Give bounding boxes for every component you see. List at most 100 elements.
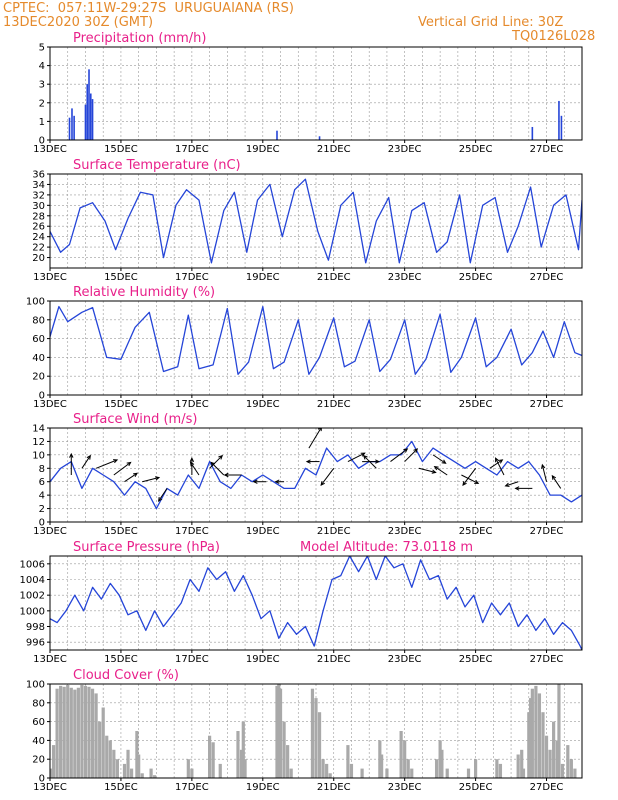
wind-arrow bbox=[461, 474, 480, 484]
wind-arrow bbox=[189, 457, 195, 475]
bar bbox=[530, 688, 534, 778]
bar bbox=[140, 773, 144, 778]
bar bbox=[410, 768, 414, 778]
bar bbox=[548, 749, 552, 778]
bar bbox=[289, 768, 293, 778]
bar bbox=[275, 685, 279, 778]
bar bbox=[317, 712, 322, 778]
x-tick-label: 15DEC bbox=[104, 144, 138, 155]
y-tick-label: 22 bbox=[32, 243, 45, 254]
panel-frame bbox=[49, 683, 583, 779]
x-tick-label: 21DEC bbox=[317, 654, 351, 665]
bar bbox=[495, 759, 499, 778]
y-tick-label: 32 bbox=[32, 190, 45, 201]
bar bbox=[90, 688, 95, 778]
bar bbox=[69, 687, 73, 778]
y-tick-label: 26 bbox=[32, 222, 45, 233]
y-tick-label: 20 bbox=[32, 253, 45, 264]
wind-arrow bbox=[209, 454, 224, 469]
wind-arrow bbox=[274, 479, 285, 484]
panel-frame bbox=[49, 427, 583, 523]
wind-arrow bbox=[95, 459, 119, 469]
wind-arrow bbox=[362, 454, 377, 469]
y-tick-label: 100 bbox=[26, 680, 45, 691]
bar bbox=[236, 731, 240, 778]
bar bbox=[89, 93, 92, 140]
x-tick-label: 15DEC bbox=[104, 399, 138, 410]
panel-press: 13DEC 15DEC 17DEC 19DEC 21DEC 23DEC 25DEC 27DEC… bbox=[20, 540, 583, 665]
panel-rh: 13DEC 15DEC 17DEC 19DEC 21DEC 23DEC 25DEC 27DEC… bbox=[26, 285, 583, 410]
bar bbox=[328, 773, 332, 778]
y-tick-label: 996 bbox=[26, 638, 45, 649]
x-tick-label: 23DEC bbox=[388, 272, 422, 283]
bar bbox=[537, 693, 542, 778]
bar bbox=[73, 689, 77, 778]
bar bbox=[534, 685, 538, 778]
bar bbox=[310, 688, 315, 778]
x-tick-label: 23DEC bbox=[388, 526, 422, 537]
y-tick-label: 6 bbox=[39, 477, 45, 488]
wind-arrow bbox=[305, 459, 320, 464]
bar bbox=[445, 768, 449, 778]
x-tick-label: 25DEC bbox=[459, 399, 493, 410]
panel-precip: 13DEC 15DEC 17DEC 19DEC 21DEC 23DEC 25DEC 27DEC… bbox=[33, 31, 583, 155]
y-tick-label: 0 bbox=[39, 391, 45, 402]
bar bbox=[137, 754, 141, 778]
bar bbox=[314, 698, 318, 778]
x-tick-label: 23DEC bbox=[388, 782, 422, 793]
data-cloud bbox=[50, 684, 577, 778]
wind-arrow bbox=[541, 463, 548, 482]
x-tick-label: 13DEC bbox=[33, 399, 67, 410]
y-tick-label: 14 bbox=[32, 424, 45, 435]
series-line bbox=[50, 556, 582, 650]
panel-title: Surface Temperature (nC) bbox=[73, 158, 241, 173]
bar bbox=[149, 768, 153, 778]
panel-title: Precipitation (mm/h) bbox=[73, 31, 206, 46]
bar bbox=[50, 768, 54, 778]
bar bbox=[88, 69, 90, 140]
panel-cloud: 13DEC 15DEC 17DEC 19DEC 21DEC 23DEC 25DEC 27DEC… bbox=[26, 668, 583, 793]
y-tick-label: 1006 bbox=[20, 559, 45, 570]
y-tick-label: 12 bbox=[32, 437, 45, 448]
bar bbox=[55, 688, 59, 778]
x-tick-label: 19DEC bbox=[246, 654, 280, 665]
bar bbox=[83, 685, 88, 778]
bar bbox=[98, 721, 102, 778]
x-tick-label: 17DEC bbox=[175, 654, 209, 665]
bar bbox=[555, 740, 559, 778]
y-tick-label: 4 bbox=[39, 491, 45, 502]
y-tick-label: 10 bbox=[32, 450, 45, 461]
bar bbox=[211, 742, 215, 778]
wind-arrow bbox=[320, 467, 335, 487]
x-tick-label: 19DEC bbox=[246, 272, 280, 283]
bar bbox=[325, 763, 329, 778]
y-tick-label: 2 bbox=[39, 504, 45, 515]
x-tick-label: 27DEC bbox=[530, 654, 564, 665]
x-tick-label: 25DEC bbox=[459, 782, 493, 793]
bar bbox=[438, 740, 442, 778]
x-tick-label: 13DEC bbox=[33, 272, 67, 283]
wind-arrow bbox=[158, 488, 168, 502]
bar bbox=[84, 104, 87, 140]
bar bbox=[282, 721, 286, 778]
wind-arrow bbox=[551, 474, 562, 489]
wind-arrow bbox=[390, 448, 409, 462]
bar bbox=[385, 768, 389, 778]
wind-arrow bbox=[308, 428, 322, 449]
y-tick-label: 1 bbox=[39, 117, 45, 128]
x-tick-label: 23DEC bbox=[388, 654, 422, 665]
x-tick-label: 21DEC bbox=[317, 399, 351, 410]
wind-arrow bbox=[69, 452, 74, 475]
bar bbox=[87, 686, 91, 778]
wind-arrow bbox=[433, 465, 448, 476]
bar bbox=[126, 749, 130, 778]
bar bbox=[516, 754, 520, 778]
y-tick-label: 5 bbox=[39, 43, 45, 54]
x-tick-label: 17DEC bbox=[175, 782, 209, 793]
station-title: CPTEC: 057:11W-29:27S URUGUAIANA (RS) bbox=[3, 1, 294, 16]
x-tick-label: 19DEC bbox=[246, 399, 280, 410]
bar bbox=[466, 768, 471, 778]
wind-arrow bbox=[124, 472, 139, 483]
grid-note: Vertical Grid Line: 30Z bbox=[418, 15, 564, 30]
